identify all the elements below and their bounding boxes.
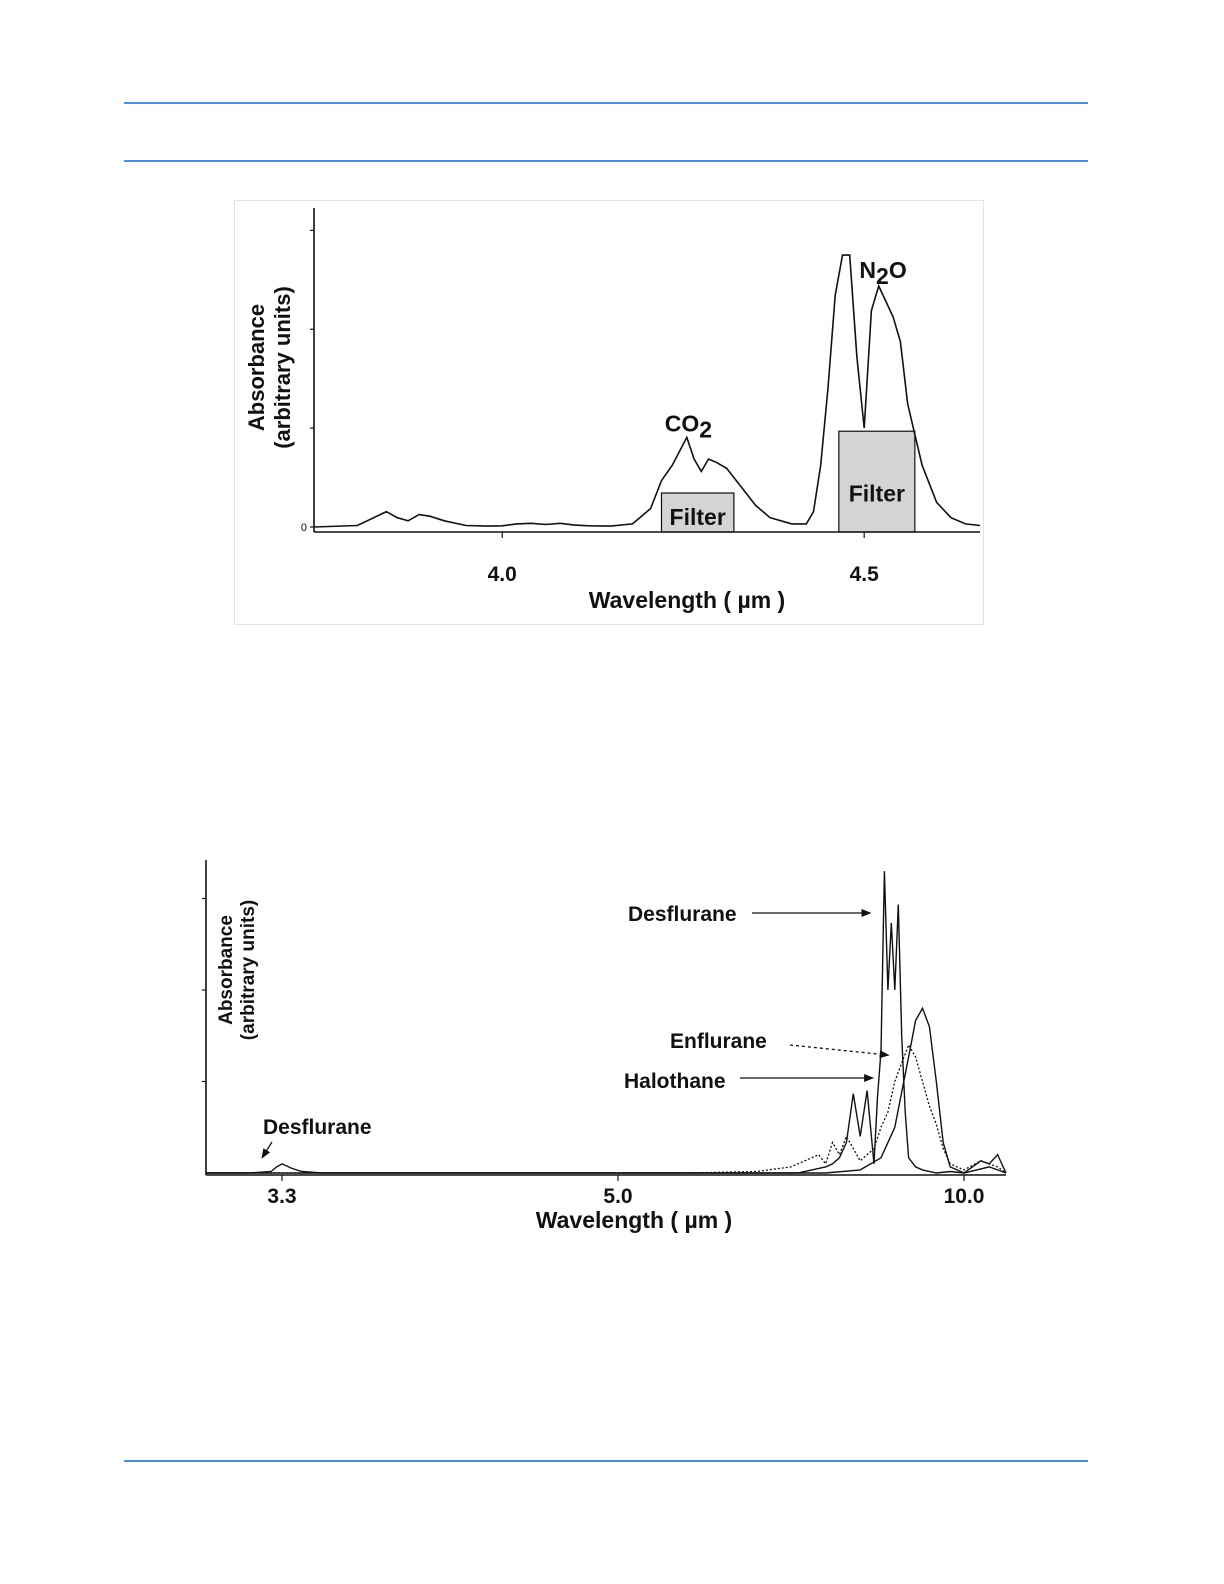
- figure2-third-agent-line: [206, 1006, 1007, 1174]
- annotation-co2: CO2: [665, 410, 712, 442]
- filter-label-n2o: Filter: [849, 481, 905, 507]
- figure1-frame: [234, 200, 984, 625]
- y-label-line1: Absorbance: [244, 304, 269, 431]
- top-rule-1: [124, 102, 1088, 104]
- figure1-x-axis-label: Wavelength ( µm ): [589, 587, 785, 613]
- x-tick-label: 4.5: [850, 563, 880, 586]
- figure2-y-ticks: [202, 897, 206, 1083]
- filter-band-n2o: [838, 430, 916, 533]
- y-label-line2: (arbitrary units): [238, 900, 259, 1040]
- figure1-absorbance-line: [313, 254, 981, 528]
- figure2-x-axis-label: Wavelength ( µm ): [536, 1207, 732, 1233]
- figure2-desflurane-halothane-line: [206, 871, 1007, 1174]
- figure1-spectrum-chart: 0 4.0 4.5 Wavelength ( µm ) Absorbance (…: [234, 200, 984, 625]
- arrow-enflurane: [789, 1044, 890, 1059]
- figure1-y-axis-label: Absorbance (arbitrary units): [244, 286, 295, 449]
- x-tick-label: 5.0: [603, 1185, 632, 1208]
- figure2-y-axis-label: Absorbance (arbitrary units): [216, 900, 259, 1040]
- bottom-rule: [124, 1460, 1088, 1462]
- figure1-filter-bands: [660, 430, 916, 533]
- annotation-halothane: Halothane: [624, 1070, 726, 1093]
- annotation-enflurane: Enflurane: [670, 1030, 767, 1053]
- annotation-desflurane-low: Desflurane: [263, 1116, 372, 1139]
- y-label-line1: Absorbance: [216, 915, 237, 1025]
- figure2-enflurane-dotted-line: [206, 1043, 1007, 1174]
- x-tick-label: 10.0: [944, 1185, 985, 1208]
- figure2-spectrum-chart: 3.3 5.0 10.0 Wavelength ( µm ) Absorbanc…: [202, 860, 1007, 1233]
- figure1-y-ticks: [310, 229, 314, 528]
- annotation-n2o: N2O: [859, 257, 906, 289]
- filter-label-co2: Filter: [670, 504, 726, 530]
- figure1-y-zero-label: 0: [301, 522, 307, 534]
- top-rule-2: [124, 160, 1088, 162]
- y-label-line2: (arbitrary units): [270, 286, 295, 449]
- x-tick-label: 3.3: [267, 1185, 296, 1208]
- x-tick-label: 4.0: [488, 563, 517, 586]
- annotation-desflurane-high: Desflurane: [628, 903, 737, 926]
- arrow-desflurane-low: [261, 1141, 273, 1159]
